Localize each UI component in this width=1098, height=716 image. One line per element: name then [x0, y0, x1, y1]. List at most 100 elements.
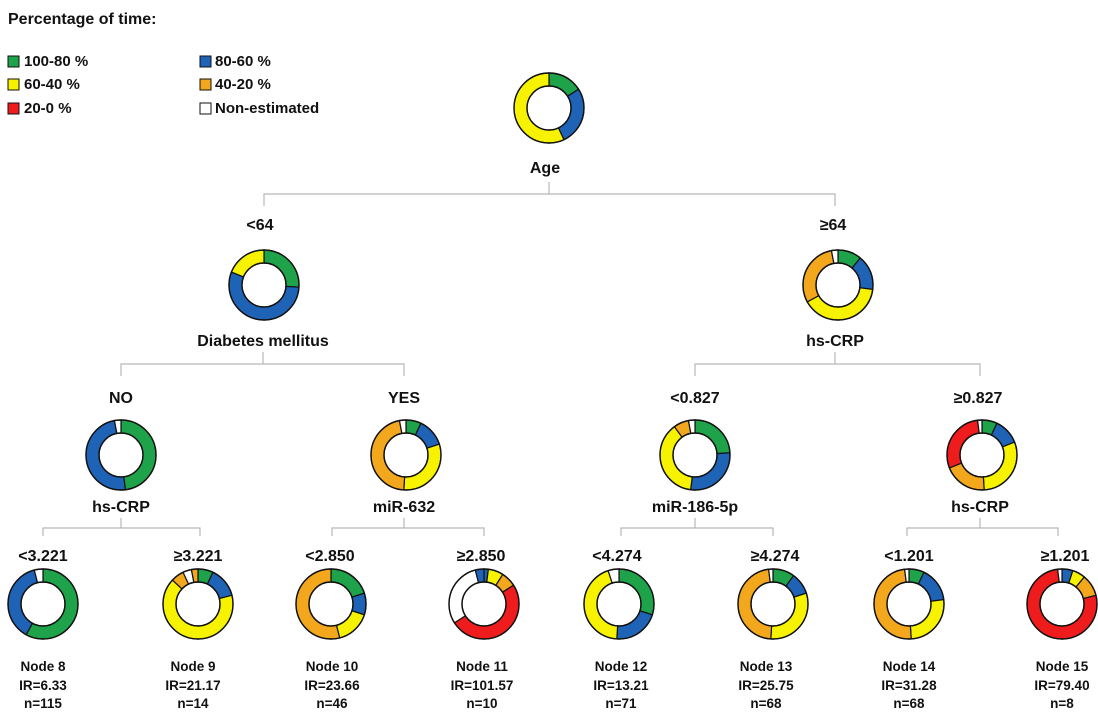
ring-outer-outline	[85, 419, 157, 491]
node-yes: YES miR-632	[370, 390, 442, 516]
ring-lt64	[228, 249, 300, 321]
leaf-split-label: ≥2.850	[457, 548, 506, 565]
ring-outer-outline	[802, 249, 874, 321]
ring-inner-outline	[98, 432, 144, 478]
leaf-node-title: Node 13	[740, 659, 793, 674]
leaf-incidence-rate: IR=101.57	[451, 678, 514, 693]
legend-title: Percentage of time:	[8, 11, 156, 28]
ring-outer-outline	[659, 419, 731, 491]
legend-item-20-0: 20-0 %	[7, 100, 72, 117]
leaf-incidence-rate: IR=6.33	[19, 678, 67, 693]
connector-mir632	[331, 518, 485, 536]
leaf-incidence-rate: IR=31.28	[881, 678, 937, 693]
leaf-node-title: Node 8	[20, 659, 66, 674]
legend-swatch-green	[7, 55, 20, 68]
ring-inner-outline	[526, 85, 572, 131]
legend-item-80-60: 80-60 %	[199, 53, 271, 70]
ring-outer-outline	[448, 568, 520, 640]
ring-inner-outline	[1039, 581, 1085, 627]
connector-hscrp-no	[42, 518, 201, 536]
leaf-node-10: <2.850 Node 10 IR=23.66 n=46	[295, 548, 367, 711]
leaf-ring	[7, 568, 79, 640]
node-label-mir186: miR-186-5p	[652, 499, 738, 516]
ring-segment	[557, 88, 585, 141]
ring-segment	[370, 419, 406, 491]
leaf-node-8: <3.221 Node 8 IR=6.33 n=115	[7, 548, 79, 711]
leaf-split-label: ≥4.274	[751, 548, 800, 565]
leaf-node-13: ≥4.274 Node 13 IR=25.75 n=68	[737, 548, 809, 711]
legend-swatch-yellow	[7, 78, 20, 91]
leaf-node-title: Node 14	[883, 659, 936, 674]
ring-no	[85, 419, 157, 491]
leaf-ring	[295, 568, 367, 640]
leaf-split-label: ≥3.221	[174, 548, 223, 565]
leaf-incidence-rate: IR=25.75	[738, 678, 794, 693]
connectors	[42, 182, 1059, 536]
ring-segment	[737, 568, 773, 640]
leaf-node-9: ≥3.221 Node 9 IR=21.17 n=14	[162, 548, 234, 711]
legend-item-non-estimated: Non-estimated	[199, 100, 319, 117]
connector-hscrp-top	[694, 352, 981, 376]
leaf-incidence-rate: IR=23.66	[304, 678, 360, 693]
ring-inner-outline	[672, 432, 718, 478]
ring-ge0827	[946, 419, 1018, 491]
ring-outer-outline	[162, 568, 234, 640]
node-label-diabetes: Diabetes mellitus	[197, 333, 329, 350]
ring-outer-outline	[370, 419, 442, 491]
leaf-node-14: <1.201 Node 14 IR=31.28 n=68	[873, 548, 945, 711]
ring-segment	[909, 598, 945, 640]
connector-age	[263, 182, 836, 206]
legend-swatch-blue	[199, 55, 212, 68]
ring-outer-outline	[295, 568, 367, 640]
legend-item-40-20: 40-20 %	[199, 76, 271, 93]
legend-item-100-80: 100-80 %	[7, 53, 88, 70]
split-label-lt64: <64	[246, 217, 273, 234]
ring-inner-outline	[20, 581, 66, 627]
node-ge0827: ≥0.827 hs-CRP	[946, 390, 1018, 516]
leaf-incidence-rate: IR=21.17	[165, 678, 220, 693]
leaf-node-12: <4.274 Node 12 IR=13.21 n=71	[583, 548, 655, 711]
ring-outer-outline	[583, 568, 655, 640]
node-ge64: ≥64 hs-CRP	[802, 217, 874, 350]
legend-label-40-20: 40-20 %	[215, 76, 271, 93]
legend-label-80-60: 80-60 %	[215, 53, 271, 70]
ring-yes	[370, 419, 442, 491]
leaf-split-label: <1.201	[884, 548, 933, 565]
leaf-node-title: Node 12	[595, 659, 648, 674]
leaf-ring	[448, 568, 520, 640]
leaf-split-label: <2.850	[305, 548, 354, 565]
leaf-sample-size: n=46	[316, 696, 348, 711]
ring-outer-outline	[873, 568, 945, 640]
ring-inner-outline	[461, 581, 507, 627]
leaf-ring	[162, 568, 234, 640]
leaf-node-11: ≥2.850 Node 11 IR=101.57 n=10	[448, 548, 520, 711]
ring-inner-outline	[308, 581, 354, 627]
leaf-node-15: ≥1.201 Node 15 IR=79.40 n=8	[1026, 548, 1098, 711]
split-label-ge64: ≥64	[820, 217, 847, 234]
leaf-ring	[737, 568, 809, 640]
ring-inner-outline	[241, 262, 287, 308]
legend: Percentage of time: 100-80 % 80-60 % 60-…	[7, 11, 319, 117]
ring-inner-outline	[886, 581, 932, 627]
ring-inner-outline	[383, 432, 429, 478]
leaf-node-title: Node 10	[306, 659, 359, 674]
ring-inner-outline	[175, 581, 221, 627]
leaf-incidence-rate: IR=79.40	[1034, 678, 1089, 693]
ring-outer-outline	[7, 568, 79, 640]
node-label-hscrp-right: hs-CRP	[951, 499, 1009, 516]
ring-inner-outline	[596, 581, 642, 627]
leaf-split-label: <3.221	[18, 548, 67, 565]
leaf-sample-size: n=115	[24, 696, 62, 711]
ring-outer-outline	[513, 72, 585, 144]
split-label-ge0827: ≥0.827	[954, 390, 1003, 407]
ring-outer-outline	[228, 249, 300, 321]
leaf-sample-size: n=71	[605, 696, 637, 711]
ring-segment	[618, 568, 655, 616]
node-label-mir632: miR-632	[373, 499, 435, 516]
ring-outer-outline	[1026, 568, 1098, 640]
ring-root	[513, 72, 585, 144]
leaf-sample-size: n=68	[893, 696, 925, 711]
leaf-node-title: Node 11	[456, 659, 508, 674]
legend-swatch-red	[7, 102, 20, 115]
ring-segment	[120, 419, 157, 491]
